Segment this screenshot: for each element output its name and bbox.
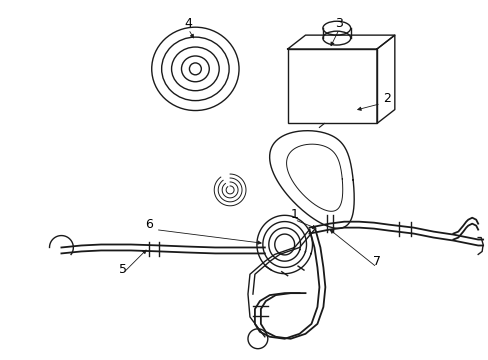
Bar [287,49,376,123]
Text: 5: 5 [119,263,127,276]
Text: 6: 6 [144,218,152,231]
Text: 7: 7 [372,255,380,268]
Text: 1: 1 [290,208,298,221]
Text: 3: 3 [335,17,343,30]
Text: 2: 2 [382,92,390,105]
Text: 4: 4 [184,17,192,30]
